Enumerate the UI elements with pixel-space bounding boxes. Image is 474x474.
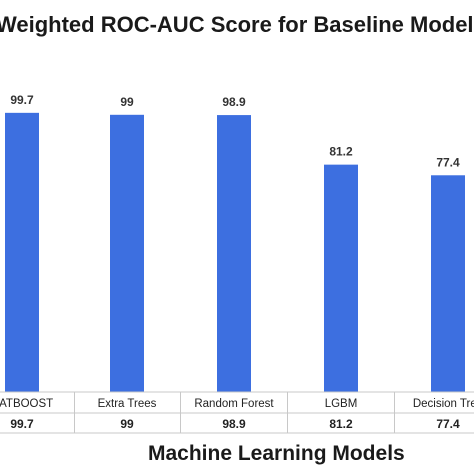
table-value: 99.7 (10, 417, 34, 431)
bars-layer: 99.7 99 98.9 81.2 77.4 (5, 93, 465, 393)
chart-title: Weighted ROC-AUC Score for Baseline Mode… (0, 12, 474, 37)
category-label: CATBOOST (0, 398, 53, 410)
data-label: 99 (120, 95, 134, 109)
bar (217, 115, 251, 392)
data-label: 81.2 (329, 145, 353, 159)
table-value: 98.9 (222, 417, 246, 431)
table-value: 99 (120, 417, 134, 431)
table-value: 81.2 (329, 417, 353, 431)
bar (324, 164, 358, 392)
bar (5, 112, 39, 392)
category-label: Random Forest (194, 398, 274, 410)
data-label: 98.9 (222, 95, 246, 109)
data-table: CATBOOST 99.7 Extra Trees 99 Random Forest 98… (0, 391, 474, 434)
category-label: Decision Tree (413, 398, 474, 410)
category-label: Extra Trees (98, 398, 157, 410)
bar (431, 175, 465, 392)
x-axis-title: Machine Learning Models (148, 442, 405, 465)
category-label: LGBM (325, 398, 358, 410)
bar (110, 114, 144, 393)
data-label: 99.7 (10, 93, 34, 107)
data-label: 77.4 (436, 155, 460, 169)
table-value: 77.4 (436, 417, 460, 431)
